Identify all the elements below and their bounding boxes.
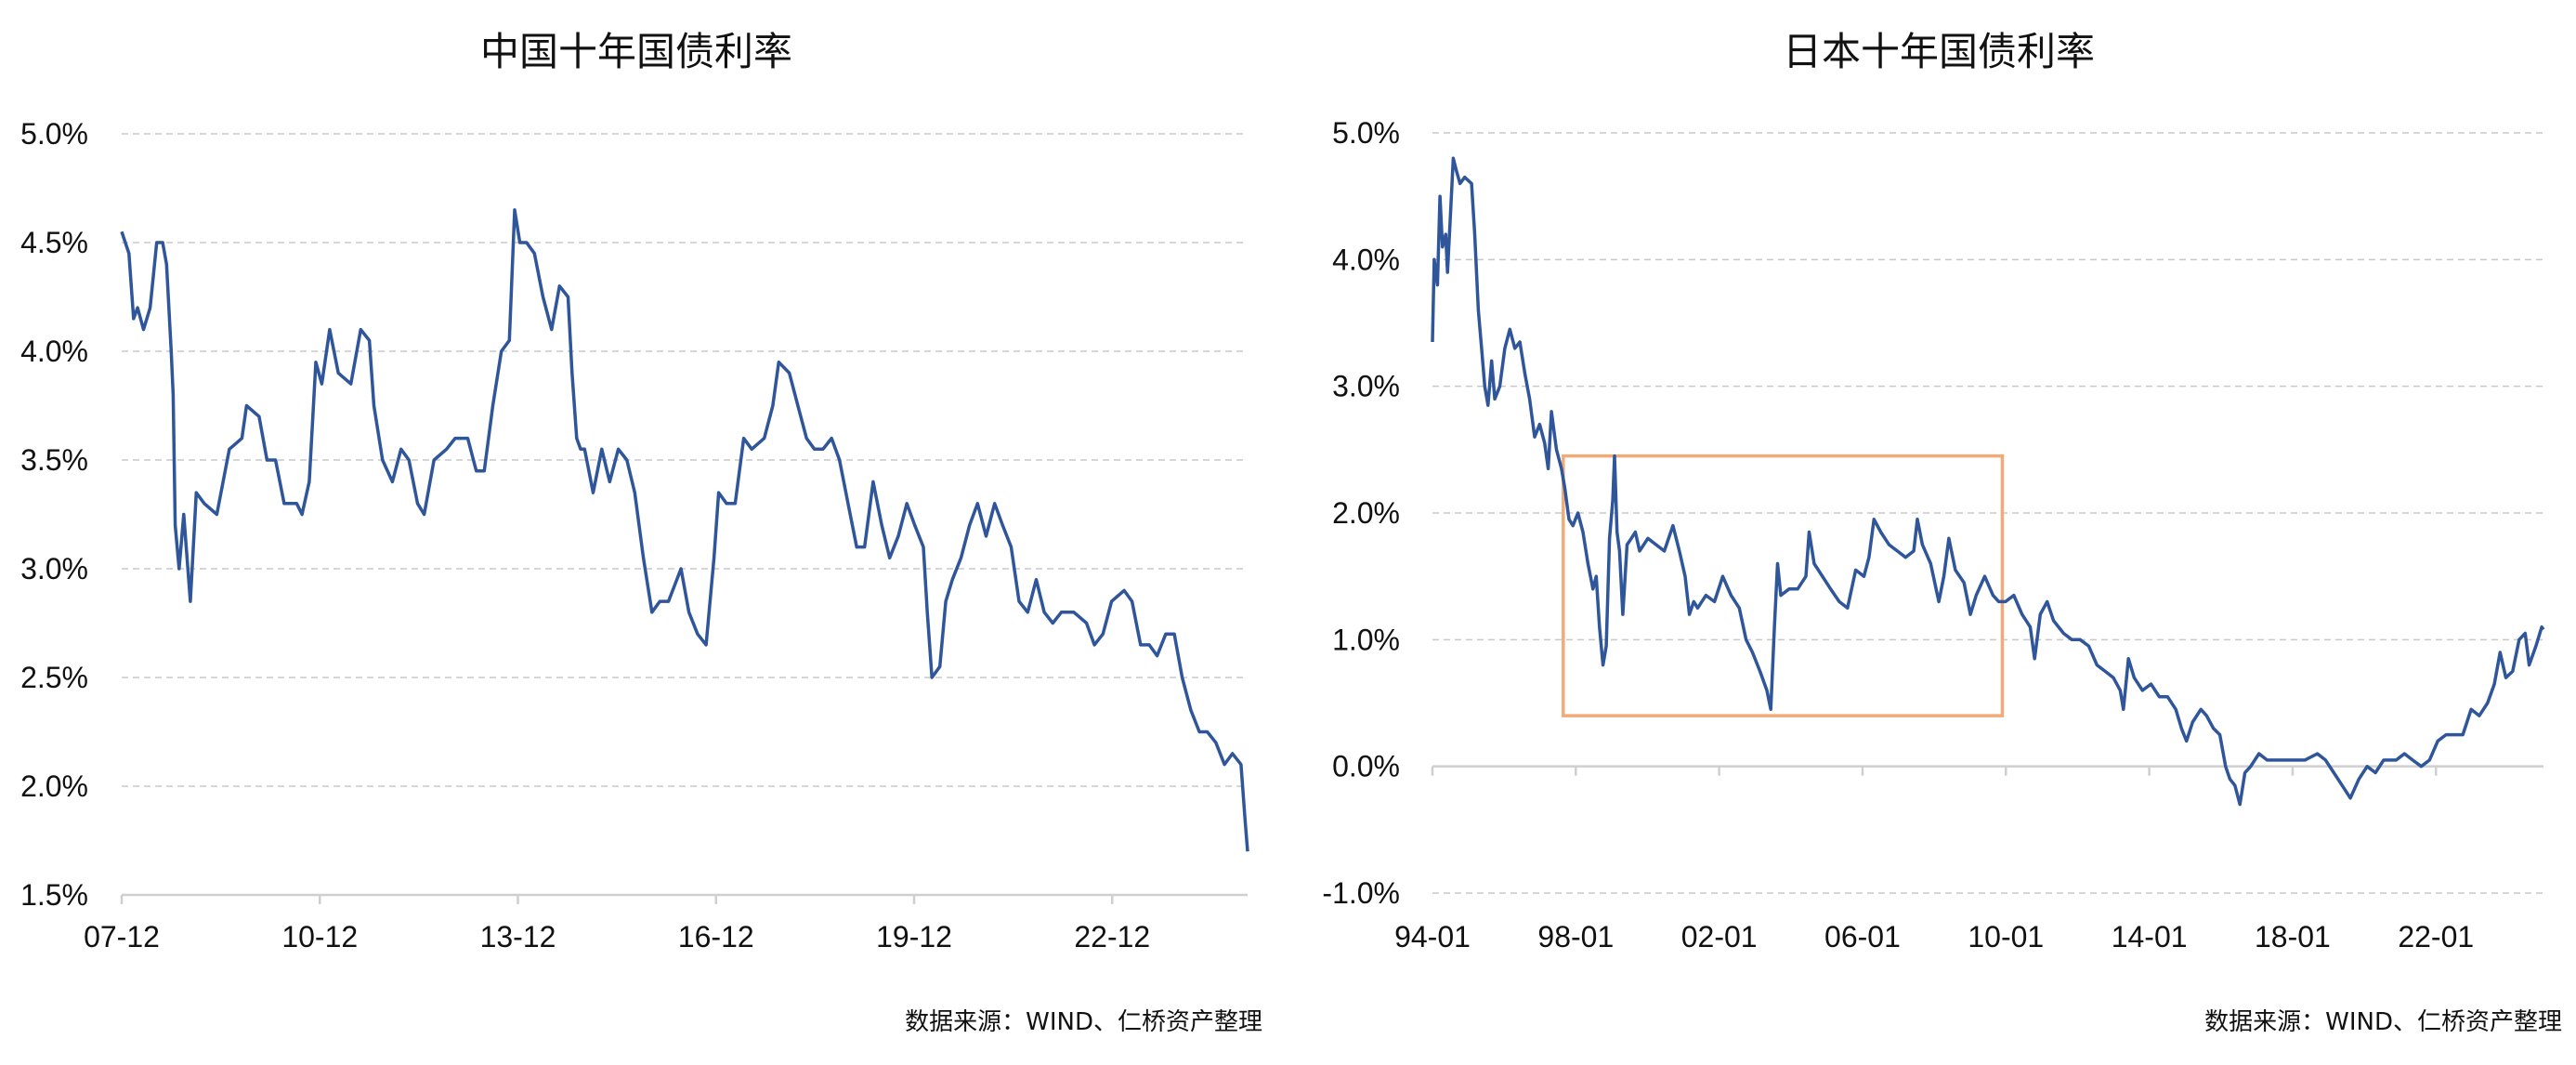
series-line xyxy=(1431,156,2545,807)
x-tick-label: 07-12 xyxy=(84,920,160,953)
x-tick-label: 22-12 xyxy=(1074,920,1150,953)
y-tick-label: 3.5% xyxy=(20,443,88,477)
y-tick-label: -1.0% xyxy=(1322,876,1400,910)
x-tick-label: 14-01 xyxy=(2112,920,2188,953)
china-chart: 中国十年国债利率 1.5% 2.0% 2.5% 3.0% 3.5% 4.0% 4.5% 5.0%… xyxy=(20,29,1262,1036)
chart-title: 日本十年国债利率 xyxy=(1783,29,2095,74)
x-tick-label: 10-12 xyxy=(281,920,358,953)
series-line xyxy=(120,208,1249,852)
y-tick-label: 1.0% xyxy=(1332,623,1400,656)
y-tick-label: 4.0% xyxy=(20,335,88,368)
x-tick-label: 16-12 xyxy=(678,920,754,953)
x-tick-label: 13-12 xyxy=(480,920,556,953)
y-tick-label: 1.5% xyxy=(20,878,88,912)
x-tick-label: 94-01 xyxy=(1394,920,1471,953)
x-tick-label: 18-01 xyxy=(2255,920,2331,953)
y-tick-label: 5.0% xyxy=(20,117,88,151)
y-tick-label: 3.0% xyxy=(1332,370,1400,403)
highlight-box xyxy=(1562,454,2005,717)
x-tick-label: 10-01 xyxy=(1968,920,2044,953)
x-tick-label: 06-01 xyxy=(1824,920,1901,953)
y-tick-label: 3.0% xyxy=(20,552,88,585)
y-tick-label: 2.0% xyxy=(20,769,88,803)
x-tick-label: 98-01 xyxy=(1537,920,1614,953)
y-tick-label: 5.0% xyxy=(1332,116,1400,150)
x-tick-label: 22-01 xyxy=(2398,920,2474,953)
japan-chart: 日本十年国债利率 -1.0% 0.0% 1.0% 2.0% 3.0% 4.0% 5.0% 94-… xyxy=(1322,29,2562,1036)
y-tick-label: 4.5% xyxy=(20,226,88,259)
y-tick-label: 2.0% xyxy=(1332,496,1400,530)
source-note: 数据来源：WIND、仁桥资产整理 xyxy=(905,1008,1262,1036)
source-note: 数据来源：WIND、仁桥资产整理 xyxy=(2204,1008,2562,1036)
y-tick-label: 4.0% xyxy=(1332,243,1400,276)
chart-title: 中国十年国债利率 xyxy=(480,29,792,74)
y-tick-label: 2.5% xyxy=(20,661,88,694)
y-tick-label: 0.0% xyxy=(1332,750,1400,783)
x-tick-label: 19-12 xyxy=(876,920,952,953)
x-tick-label: 02-01 xyxy=(1681,920,1758,953)
